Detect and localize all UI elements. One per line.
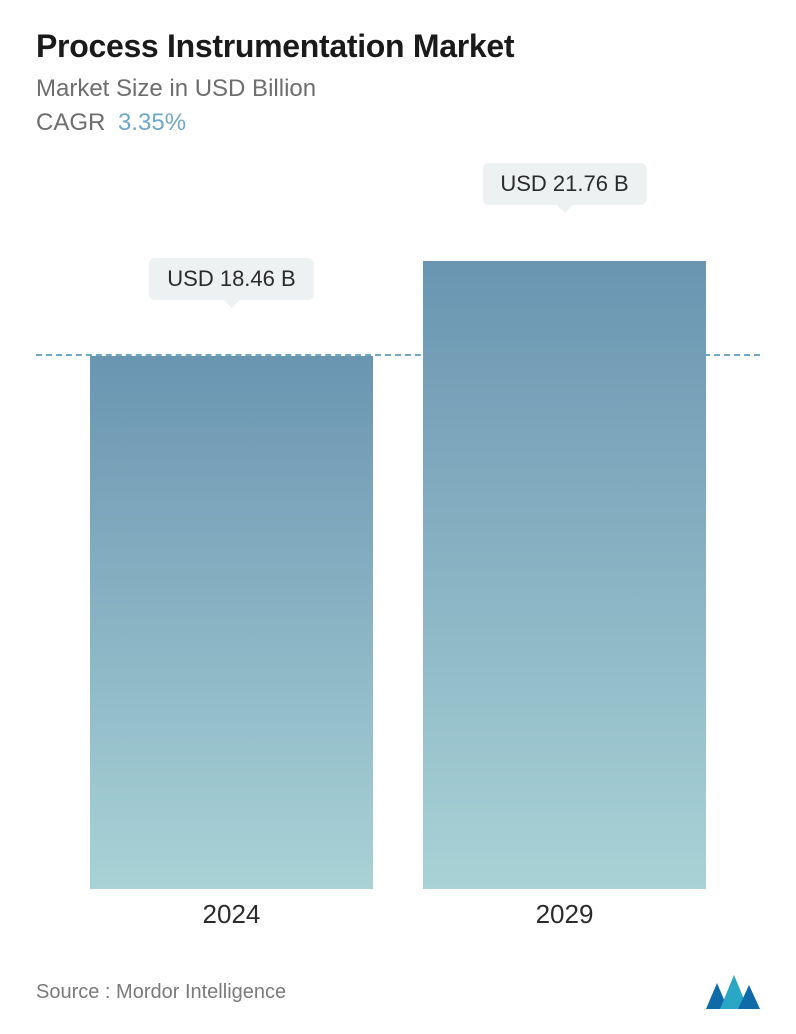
- value-label-2029: USD 21.76 B: [482, 163, 646, 205]
- plot-region: USD 18.46 BUSD 21.76 B: [36, 167, 760, 889]
- cagr-row: CAGR 3.35%: [36, 109, 760, 137]
- value-label-2024: USD 18.46 B: [149, 258, 313, 300]
- chart-card: Process Instrumentation Market Market Si…: [0, 0, 796, 1034]
- x-label-2029: 2029: [536, 899, 594, 930]
- bar-2024: [90, 356, 372, 889]
- chart-title: Process Instrumentation Market: [36, 28, 760, 65]
- chart-area: USD 18.46 BUSD 21.76 B 2024 2029: [36, 167, 760, 964]
- mordor-intelligence-logo-icon: [706, 975, 760, 1009]
- x-axis-labels: 2024 2029: [36, 899, 760, 939]
- footer: Source : Mordor Intelligence: [36, 970, 760, 1014]
- cagr-label: CAGR: [36, 109, 105, 136]
- x-label-2024: 2024: [203, 899, 261, 930]
- source-text: Source : Mordor Intelligence: [36, 981, 286, 1004]
- bar-2029: [423, 261, 705, 889]
- cagr-value: 3.35%: [118, 109, 186, 136]
- chart-subtitle: Market Size in USD Billion: [36, 75, 760, 103]
